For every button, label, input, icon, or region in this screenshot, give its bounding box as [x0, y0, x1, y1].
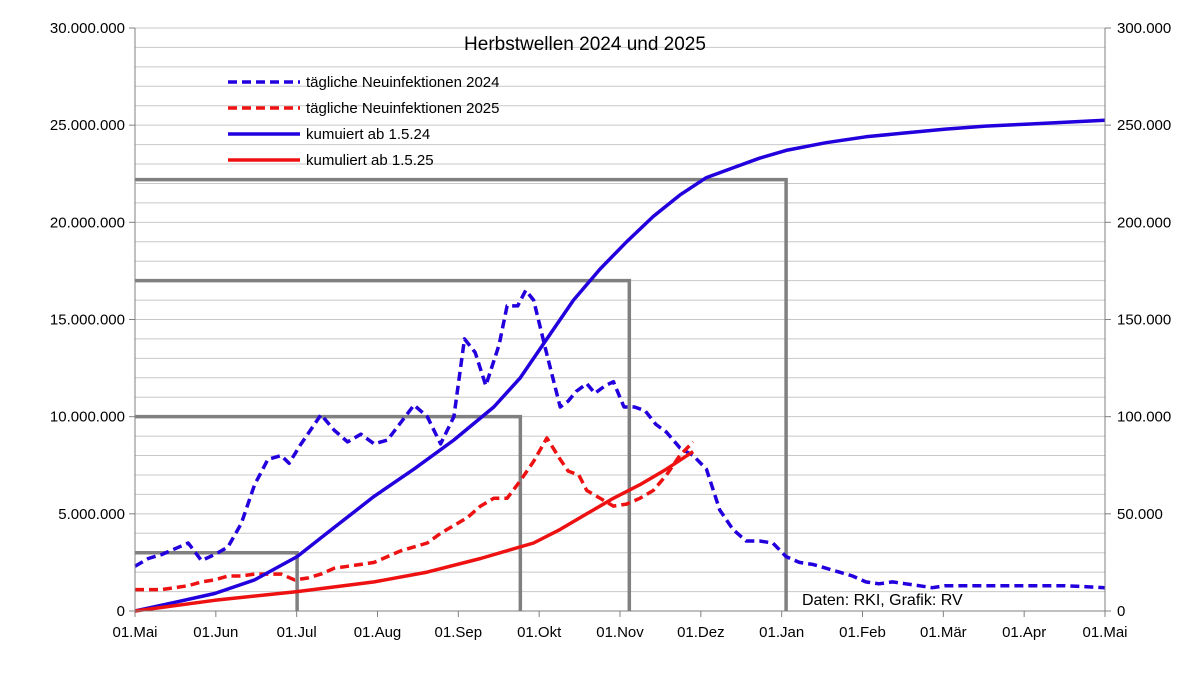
reference-line [135, 278, 632, 611]
legend-label: tägliche Neuinfektionen 2024 [306, 74, 499, 91]
legend: tägliche Neuinfektionen 2024 tägliche Neu… [228, 74, 499, 169]
left-tick-label: 15.000.000 [50, 312, 125, 329]
left-axis-ticks: 0 5.000.000 10.000.000 15.000.000 20.000.000… [50, 20, 135, 620]
x-tick-label: 01.Aug [354, 624, 402, 641]
data-source-note: Daten: RKI, Grafik: RV [802, 592, 963, 609]
legend-label: tägliche Neuinfektionen 2025 [306, 100, 499, 117]
right-tick-label: 100.000 [1117, 409, 1171, 426]
left-tick-label: 0 [117, 603, 125, 620]
right-tick-label: 200.000 [1117, 214, 1171, 231]
x-tick-label: 01.Feb [839, 624, 886, 641]
grid [135, 27, 1105, 612]
reference-line [135, 177, 788, 611]
right-tick-label: 150.000 [1117, 312, 1171, 329]
reference-lines [135, 177, 788, 611]
x-tick-label: 01.Jun [193, 624, 238, 641]
x-tick-label: 01.Jul [277, 624, 317, 641]
left-tick-label: 25.000.000 [50, 117, 125, 134]
right-tick-label: 300.000 [1117, 20, 1171, 37]
x-tick-label: 01.Jan [759, 624, 804, 641]
x-tick-label: 01.Mär [920, 624, 967, 641]
series-line-1 [134, 288, 1106, 590]
reference-line [135, 550, 299, 611]
left-tick-label: 10.000.000 [50, 409, 125, 426]
series-line-4 [134, 450, 695, 613]
left-tick-label: 30.000.000 [50, 20, 125, 37]
x-tick-label: 01.Nov [596, 624, 644, 641]
left-tick-label: 5.000.000 [58, 506, 125, 523]
series-line-2 [135, 436, 695, 592]
x-axis-ticks: 01.Mai 01.Jun 01.Jul 01.Aug 01.Sep 01.Okt 01.N… [112, 611, 1128, 641]
right-tick-label: 0 [1117, 603, 1125, 620]
x-tick-label: 01.Okt [517, 624, 562, 641]
series-layer [134, 118, 1106, 613]
x-tick-label: 01.Mai [112, 624, 157, 641]
right-axis-ticks: 0 50.000 100.000 150.000 200.000 250.000 300.0… [1105, 20, 1171, 620]
right-tick-label: 50.000 [1117, 506, 1163, 523]
legend-label: kumuliert ab 1.5.25 [306, 152, 434, 169]
x-tick-label: 01.Apr [1002, 624, 1046, 641]
chart-title: Herbstwellen 2024 und 2025 [464, 34, 706, 55]
x-tick-label: 01.Dez [677, 624, 725, 641]
left-tick-label: 20.000.000 [50, 214, 125, 231]
x-tick-label: 01.Sep [435, 624, 483, 641]
legend-label: kumuiert ab 1.5.24 [306, 126, 430, 143]
x-tick-label: 01.Mai [1082, 624, 1127, 641]
series-line-3 [134, 118, 1106, 613]
right-tick-label: 250.000 [1117, 117, 1171, 134]
